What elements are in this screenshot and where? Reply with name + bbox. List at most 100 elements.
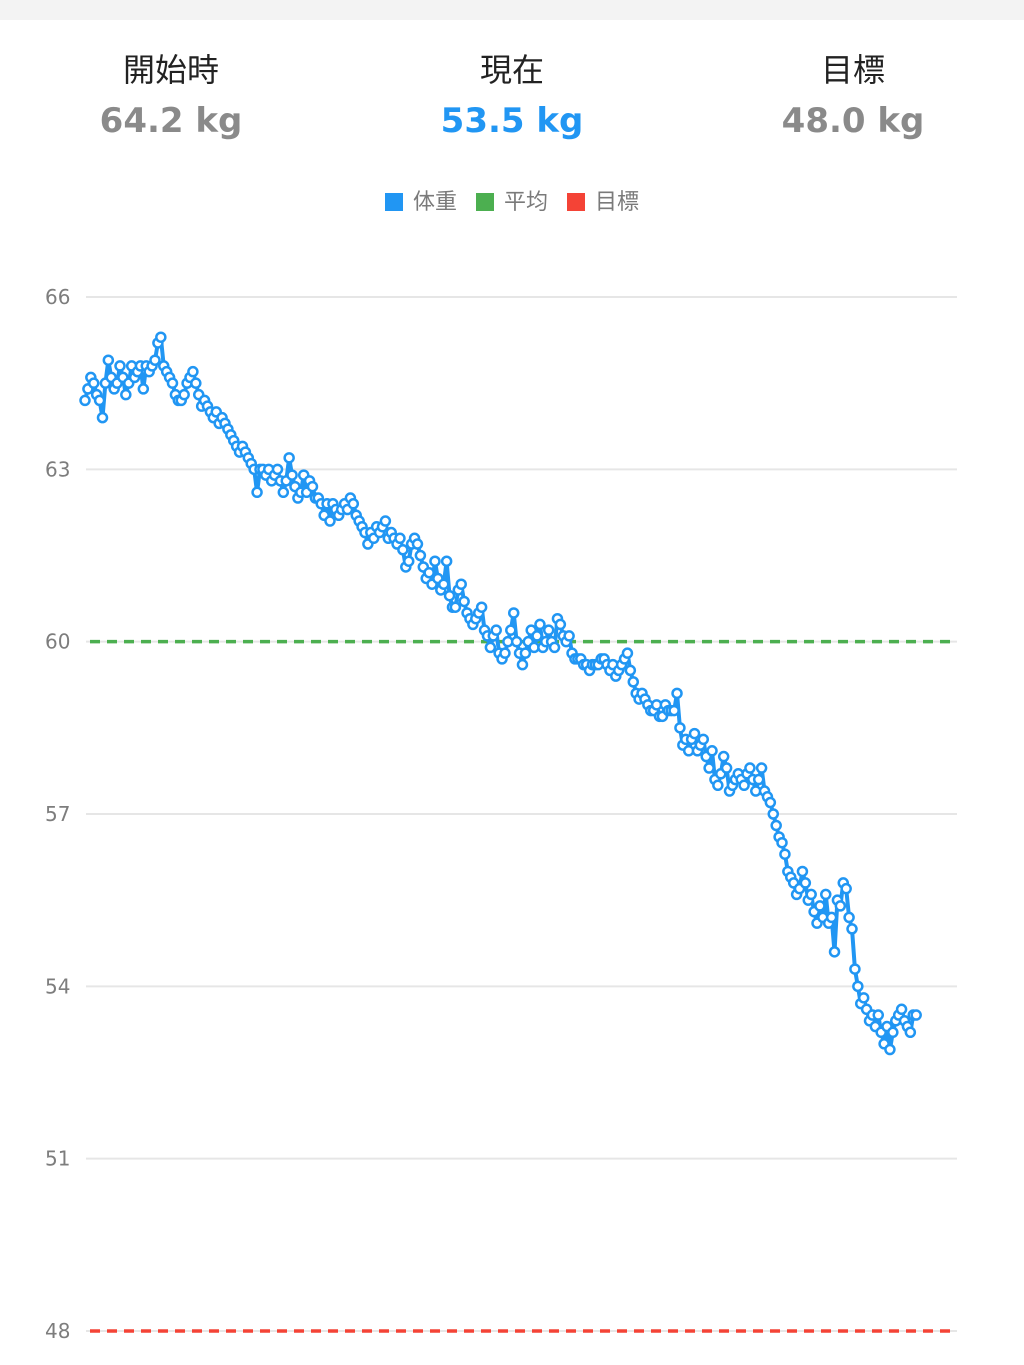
data-point: [624, 664, 637, 677]
data-point: [190, 377, 202, 389]
data-point: [895, 1003, 908, 1016]
data-point: [904, 1026, 917, 1039]
y-tick-label: 57: [45, 802, 70, 826]
stat-goal: 目標 48.0 kg: [703, 48, 1003, 150]
data-point: [178, 388, 190, 401]
data-point: [884, 1043, 896, 1056]
data-point: [324, 515, 336, 527]
stat-current: 現在 53.5 kg: [362, 48, 662, 150]
y-tick-label: 54: [45, 974, 70, 998]
data-point: [720, 762, 733, 774]
data-point: [87, 377, 100, 389]
data-point: [755, 762, 768, 774]
data-point: [96, 411, 109, 424]
data-point: [744, 762, 756, 774]
data-point: [394, 532, 406, 545]
legend-item-goal[interactable]: 目標: [567, 184, 639, 216]
legend-swatch-average: [475, 193, 494, 211]
data-point: [286, 469, 298, 481]
data-point: [840, 882, 852, 895]
data-point: [554, 618, 567, 631]
data-point: [499, 647, 511, 659]
data-point: [770, 819, 782, 832]
data-point: [828, 946, 841, 958]
data-point: [505, 624, 517, 636]
data-point: [455, 578, 467, 590]
legend-swatch-weight: [384, 193, 403, 211]
data-point: [846, 923, 858, 935]
data-point: [671, 687, 683, 700]
data-point: [490, 624, 502, 636]
chart-legend: 体重 平均 目標: [0, 184, 1024, 216]
data-point: [796, 865, 809, 878]
data-point: [776, 836, 788, 849]
stat-start-label: 開始時: [122, 51, 219, 89]
data-point: [852, 980, 864, 993]
data-point: [910, 1009, 922, 1021]
legend-label-goal: 目標: [595, 190, 640, 215]
data-point: [440, 555, 453, 567]
data-point: [563, 630, 575, 642]
data-point: [820, 888, 832, 901]
data-point: [531, 630, 543, 642]
data-point: [102, 354, 115, 366]
status-bar-strip: [0, 0, 1024, 20]
legend-label-average: 平均: [503, 190, 548, 215]
data-point: [542, 624, 555, 636]
stat-current-value: 53.5 kg: [440, 101, 584, 141]
data-point: [149, 354, 161, 366]
data-point: [872, 1009, 885, 1021]
data-point: [738, 779, 750, 792]
series-line-weight: [83, 335, 917, 1052]
data-point: [697, 733, 710, 746]
data-point: [187, 365, 199, 378]
data-point: [752, 773, 765, 786]
data-point: [443, 589, 456, 602]
data-point: [411, 538, 424, 550]
y-tick-label: 66: [45, 285, 70, 309]
data-point: [379, 515, 392, 527]
data-point: [251, 486, 263, 499]
data-point: [779, 848, 791, 860]
data-point: [857, 992, 870, 1004]
data-point: [507, 607, 520, 619]
data-point: [849, 963, 861, 975]
data-point: [519, 647, 532, 659]
stat-goal-value: 48.0 kg: [781, 101, 925, 141]
y-tick-label: 60: [45, 630, 70, 654]
data-point: [137, 383, 150, 395]
data-point: [764, 796, 777, 809]
data-point: [449, 601, 462, 613]
y-tick-label: 51: [45, 1147, 70, 1171]
data-point: [834, 900, 847, 912]
data-point: [843, 911, 855, 924]
data-point: [703, 762, 715, 774]
data-point: [114, 360, 126, 372]
data-point: [621, 647, 634, 659]
data-point: [458, 595, 470, 608]
data-point: [814, 900, 826, 912]
data-point: [516, 658, 529, 671]
data-point: [688, 727, 701, 740]
data-point: [120, 388, 132, 401]
data-point: [548, 641, 561, 654]
data-point: [475, 601, 488, 613]
legend-item-average[interactable]: 平均: [475, 184, 548, 216]
legend-swatch-goal: [567, 193, 585, 211]
data-point: [155, 331, 167, 343]
data-point: [887, 1026, 899, 1039]
data-point: [402, 555, 415, 567]
data-point: [429, 555, 441, 567]
data-point: [668, 704, 680, 717]
data-point: [437, 578, 450, 590]
data-point: [93, 394, 106, 407]
data-point: [484, 641, 497, 654]
data-point: [674, 722, 686, 734]
stat-start-value: 64.2 kg: [99, 101, 243, 141]
data-point: [825, 911, 838, 924]
stat-start: 開始時 64.2 kg: [21, 48, 321, 150]
data-point: [534, 618, 546, 631]
legend-item-weight[interactable]: 体重: [384, 184, 457, 216]
stat-current-label: 現在: [479, 51, 544, 89]
